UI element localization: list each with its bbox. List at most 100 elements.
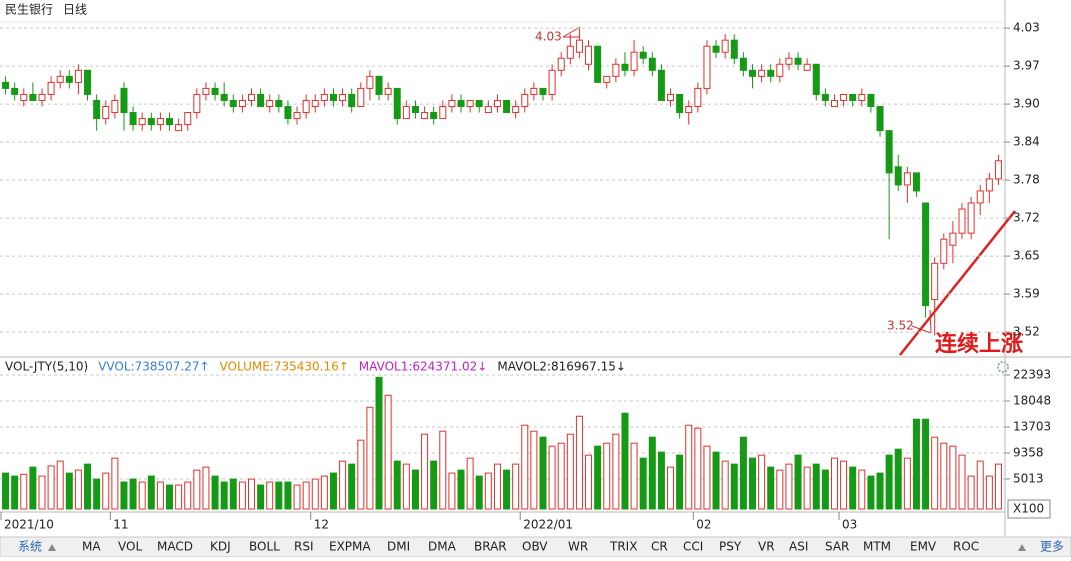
candle-body	[257, 93, 265, 108]
candle-body	[229, 99, 237, 108]
candle-body	[348, 93, 356, 108]
candle-body	[694, 87, 702, 108]
tab[interactable]: 更多	[1040, 540, 1064, 554]
low-pointer	[929, 309, 932, 334]
tab[interactable]: WR	[568, 540, 588, 554]
volume-bar	[612, 433, 620, 510]
tab[interactable]: VR	[758, 540, 775, 554]
candle-body	[293, 112, 301, 120]
volume-bar	[411, 469, 419, 510]
candle-body	[138, 118, 146, 126]
volume-bar	[685, 424, 693, 510]
candle-body	[667, 93, 675, 101]
volume-bar	[976, 460, 984, 510]
volume-bar	[175, 484, 183, 510]
candle-body	[585, 45, 593, 65]
candle-body	[603, 75, 611, 83]
candle-body	[111, 99, 119, 114]
volume-bar	[302, 481, 310, 510]
trend-line	[899, 210, 1016, 356]
tab[interactable]: CCI	[683, 540, 703, 554]
volume-bar	[238, 481, 246, 510]
tab[interactable]: KDJ	[210, 540, 231, 554]
candle-body	[129, 112, 137, 126]
candle-body	[311, 99, 319, 108]
tab[interactable]: EXPMA	[329, 540, 371, 554]
volume-bar	[885, 454, 893, 510]
volume-bar	[548, 445, 556, 510]
tab-arrow[interactable]	[1018, 544, 1026, 551]
candle-body	[421, 112, 429, 120]
candle-body	[184, 112, 192, 126]
stock-name: 民生银行	[5, 3, 53, 17]
candle-body	[357, 87, 365, 108]
candle-body	[739, 57, 747, 71]
volume-bar	[448, 472, 456, 510]
volume-bar	[275, 481, 283, 510]
tab[interactable]: PSY	[719, 540, 742, 554]
candle-body	[976, 190, 984, 204]
candle-body	[339, 93, 347, 101]
tab[interactable]: ROC	[953, 540, 979, 554]
candle-body	[985, 178, 993, 192]
volume-bar	[594, 445, 602, 510]
volume-bar	[912, 418, 920, 510]
candle-body	[2, 81, 10, 89]
volume-legend: MAVOL2:816967.15↓	[497, 360, 626, 374]
tab[interactable]: BOLL	[249, 540, 280, 554]
tab[interactable]: BRAR	[474, 540, 507, 554]
candle-body	[11, 87, 19, 95]
volume-bar	[20, 473, 28, 510]
tab[interactable]: DMA	[428, 540, 457, 554]
candle-body	[885, 130, 893, 174]
tab[interactable]: TRIX	[609, 540, 637, 554]
volume-bar	[339, 460, 347, 510]
candle-body	[858, 93, 866, 101]
y-tick-label: 5013	[1013, 472, 1044, 486]
candle-body	[384, 87, 392, 95]
volume-bar	[320, 475, 328, 510]
volume-bar	[503, 469, 511, 510]
candle-body	[712, 45, 720, 53]
candle-body	[721, 39, 729, 53]
volume-bar	[366, 406, 374, 510]
tab[interactable]: CR	[651, 540, 668, 554]
volume-bar	[65, 472, 73, 510]
volume-legend: VOL-JTY(5,10)	[5, 360, 88, 374]
candle-body	[830, 99, 838, 108]
volume-bar	[812, 463, 820, 510]
unit-box	[1007, 499, 1051, 519]
tab[interactable]: MTM	[863, 540, 891, 554]
volume-bar	[603, 442, 611, 510]
tab-arrow[interactable]	[48, 544, 56, 551]
tab[interactable]: EMV	[910, 540, 937, 554]
volume-bar	[248, 478, 255, 510]
settings-icon[interactable]	[997, 361, 1009, 373]
y-tick-label: 3.52	[1013, 325, 1040, 339]
tab[interactable]: DMI	[387, 540, 410, 554]
candle-body	[785, 57, 793, 65]
volume-bar	[867, 475, 875, 510]
candle-body	[685, 106, 693, 114]
tab[interactable]: RSI	[294, 540, 314, 554]
volume-bar	[849, 466, 857, 510]
tab[interactable]: OBV	[522, 540, 548, 554]
candle-body	[211, 87, 219, 95]
candle-body	[93, 99, 101, 120]
period[interactable]: 日线	[63, 3, 87, 17]
candle-body	[612, 63, 620, 77]
tab[interactable]: MACD	[157, 540, 193, 554]
tab[interactable]: SAR	[825, 540, 849, 554]
tab[interactable]: VOL	[118, 540, 142, 554]
volume-bar	[922, 418, 930, 510]
volume-bar	[166, 484, 174, 510]
candle-body	[821, 93, 829, 101]
volume-bar	[657, 451, 665, 510]
low-label: 3.52	[887, 319, 914, 333]
tab[interactable]: ASI	[789, 540, 808, 554]
tab[interactable]: MA	[82, 540, 101, 554]
y-tick-label: 3.72	[1013, 211, 1040, 225]
tab[interactable]: 系统	[18, 540, 42, 554]
candle-body	[248, 93, 255, 101]
volume-bar	[129, 478, 137, 510]
